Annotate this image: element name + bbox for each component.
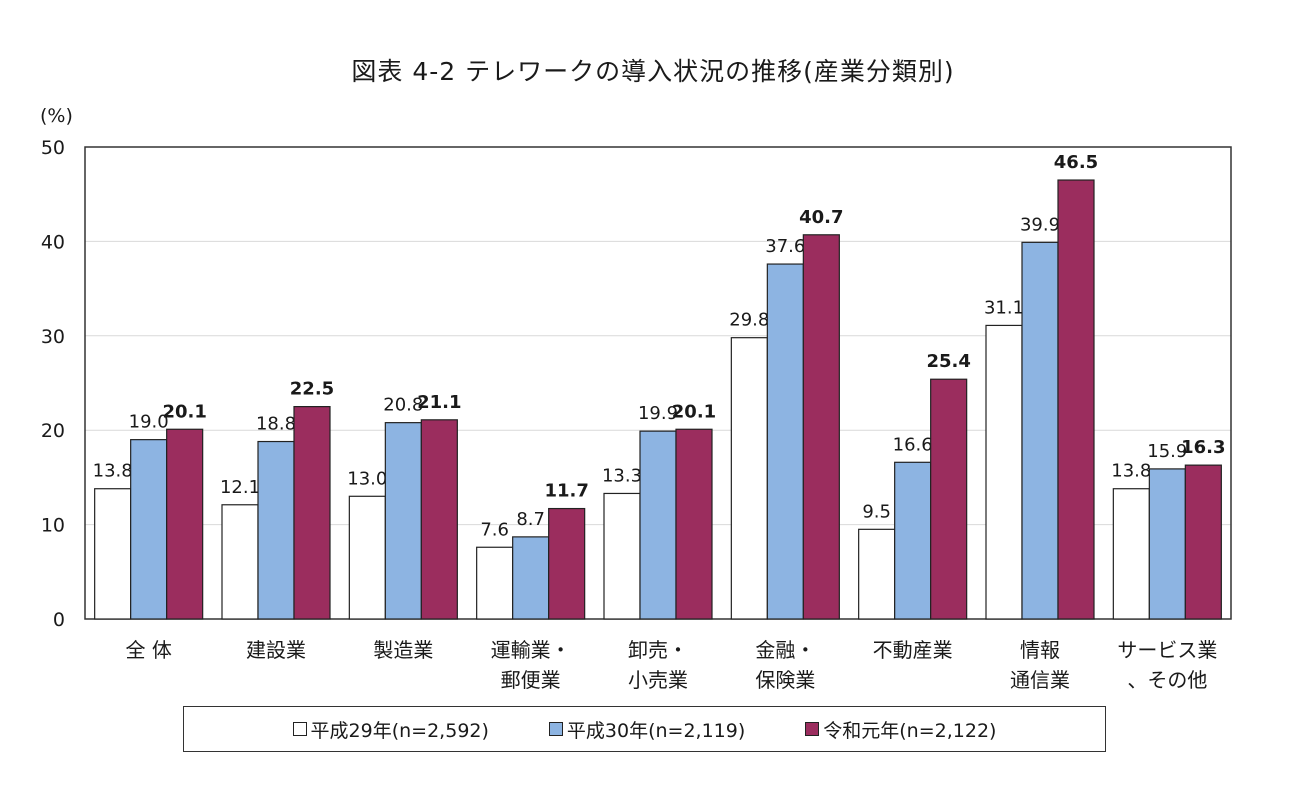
bar: [985, 324, 1023, 620]
category-label: 通信業: [1010, 668, 1070, 692]
category-label: 運輸業・: [491, 638, 571, 662]
data-label: 20.1: [162, 401, 206, 422]
data-label: 18.8: [256, 414, 296, 435]
y-tick-label: 50: [41, 137, 65, 159]
data-label: 7.6: [480, 519, 509, 540]
category-label: 保険業: [755, 668, 815, 692]
y-tick-label: 10: [41, 515, 65, 537]
y-axis-label: (%): [40, 105, 73, 127]
bar: [802, 234, 840, 620]
bar: [94, 488, 132, 620]
bar: [639, 430, 677, 620]
category-label: 郵便業: [501, 668, 561, 692]
data-label: 13.0: [347, 468, 387, 489]
bar: [766, 263, 804, 620]
data-label: 9.5: [862, 501, 891, 522]
bar: [858, 528, 896, 620]
category-label: 情報: [1020, 638, 1060, 662]
bar: [675, 428, 713, 620]
bar: [1057, 179, 1095, 620]
legend-label: 平成29年(n=2,592): [310, 719, 489, 742]
bar: [348, 495, 386, 620]
bar: [1184, 464, 1222, 620]
chart-title: 図表 4-2 テレワークの導入状況の推移(産業分類別): [351, 57, 955, 86]
data-label: 16.3: [1181, 437, 1225, 458]
bar: [130, 439, 168, 620]
bar: [476, 546, 514, 620]
data-label: 13.8: [1111, 461, 1151, 482]
data-label: 19.0: [129, 412, 169, 433]
data-label: 20.8: [383, 395, 423, 416]
data-label: 25.4: [926, 351, 970, 372]
bar: [1112, 488, 1150, 620]
data-label: 19.9: [638, 403, 678, 424]
category-label: 建設業: [246, 638, 306, 662]
category-label: 金融・: [755, 638, 815, 662]
category-label: 全 体: [125, 638, 171, 662]
legend-swatch: [805, 722, 820, 736]
data-label: 39.9: [1020, 214, 1060, 235]
data-label: 21.1: [417, 392, 461, 413]
data-label: 46.5: [1054, 152, 1098, 173]
data-label: 13.3: [602, 465, 642, 486]
bar: [894, 461, 932, 620]
bar: [221, 504, 259, 620]
y-tick-label: 30: [41, 326, 65, 348]
data-label: 12.1: [220, 477, 260, 498]
bar: [1021, 241, 1059, 620]
bar: [293, 406, 331, 620]
category-label: 、その他: [1127, 668, 1207, 692]
bar: [730, 337, 768, 620]
legend-swatch: [548, 722, 563, 736]
data-label: 11.7: [544, 481, 588, 502]
data-label: 13.8: [93, 461, 133, 482]
bar: [1148, 468, 1186, 620]
data-label: 31.1: [984, 297, 1024, 318]
category-label: 不動産業: [873, 638, 953, 662]
legend-swatch: [292, 722, 307, 736]
legend-item: 平成30年(n=2,119): [548, 716, 746, 743]
category-label: 製造業: [373, 638, 433, 662]
data-label: 20.1: [672, 401, 716, 422]
bar: [512, 536, 550, 620]
data-label: 22.5: [290, 379, 334, 400]
bar: [603, 492, 641, 620]
legend: 平成29年(n=2,592) 平成30年(n=2,119) 令和元年(n=2,122…: [183, 706, 1106, 752]
y-tick-label: 40: [41, 231, 65, 253]
data-label: 15.9: [1147, 441, 1187, 462]
data-label: 16.6: [893, 434, 933, 455]
legend-label: 令和元年(n=2,122): [823, 719, 997, 742]
data-label: 8.7: [516, 509, 545, 530]
data-label: 37.6: [765, 236, 805, 257]
bar: [166, 428, 204, 620]
bar: [548, 507, 586, 620]
legend-label: 平成30年(n=2,119): [566, 719, 746, 742]
category-label: 卸売・: [628, 638, 688, 662]
bar: [257, 440, 295, 620]
bar: [384, 422, 422, 620]
y-tick-label: 20: [41, 420, 65, 442]
bar: [930, 378, 968, 620]
legend-item: 平成29年(n=2,592): [292, 716, 489, 743]
legend-item: 令和元年(n=2,122): [805, 716, 996, 743]
category-label: 小売業: [628, 668, 688, 692]
data-label: 29.8: [729, 310, 769, 331]
bar: [420, 419, 458, 620]
data-label: 40.7: [799, 207, 843, 228]
category-label: サービス業: [1117, 638, 1217, 662]
y-tick-label: 0: [53, 609, 65, 631]
